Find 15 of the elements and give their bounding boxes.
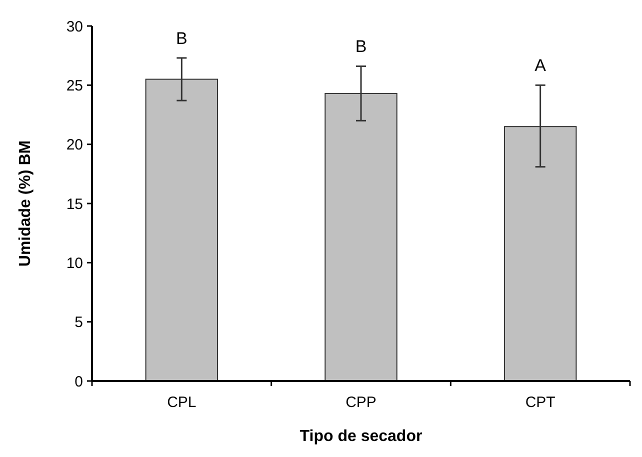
y-axis-title: Umidade (%) BM [17,140,34,267]
annotation: B [176,28,188,48]
y-tick-label: 5 [74,314,83,332]
y-tick-label: 15 [66,196,83,213]
y-tick-label: 0 [74,373,83,390]
x-tick-label: CPL [167,394,196,411]
y-tick-label: 25 [66,77,83,94]
annotation: B [355,37,367,56]
x-tick-label: CPP [346,394,376,411]
y-tick-label: 30 [66,18,83,36]
x-tick-label: CPT [525,394,556,411]
y-tick-label: 10 [66,254,83,272]
x-axis-title: Tipo de secador [300,428,422,445]
annotation: A [534,56,547,76]
y-tick-label: 20 [66,136,83,154]
